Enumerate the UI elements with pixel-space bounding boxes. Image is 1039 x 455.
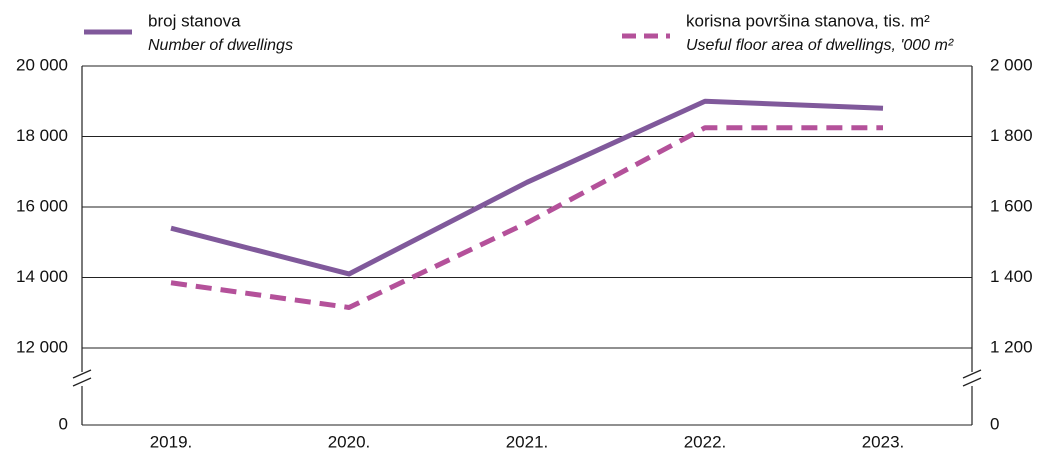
axis-break bbox=[72, 377, 92, 387]
legend-label: broj stanova bbox=[148, 11, 241, 30]
y-tick-label: 20 000 bbox=[16, 55, 68, 74]
legend-sublabel: Number of dwellings bbox=[148, 37, 293, 54]
x-tick-label: 2020. bbox=[328, 432, 371, 451]
y-tick-label: 18 000 bbox=[16, 126, 68, 145]
y-tick-label: 2 000 bbox=[990, 55, 1033, 74]
y-tick-label: 1 400 bbox=[990, 267, 1033, 286]
legend-sublabel: Useful floor area of dwellings, '000 m² bbox=[686, 37, 954, 54]
axis-break bbox=[968, 372, 976, 386]
axis-break bbox=[962, 369, 982, 379]
series-line bbox=[170, 98, 884, 277]
y-tick-label: 16 000 bbox=[16, 196, 68, 215]
y-tick-label: 1 800 bbox=[990, 126, 1033, 145]
axis-break bbox=[72, 369, 92, 379]
y-tick-label: 12 000 bbox=[16, 337, 68, 356]
x-tick-label: 2023. bbox=[862, 432, 905, 451]
y-tick-label: 0 bbox=[990, 414, 999, 433]
y-tick-label: 0 bbox=[59, 414, 68, 433]
y-tick-label: 14 000 bbox=[16, 267, 68, 286]
x-tick-label: 2021. bbox=[506, 432, 549, 451]
x-tick-label: 2022. bbox=[684, 432, 727, 451]
x-tick-label: 2019. bbox=[150, 432, 193, 451]
legend-label: korisna površina stanova, tis. m² bbox=[686, 11, 930, 30]
axis-break bbox=[78, 372, 86, 386]
y-tick-label: 1 200 bbox=[990, 337, 1033, 356]
axis-break bbox=[962, 377, 982, 387]
y-tick-label: 1 600 bbox=[990, 196, 1033, 215]
series-line bbox=[170, 125, 883, 310]
